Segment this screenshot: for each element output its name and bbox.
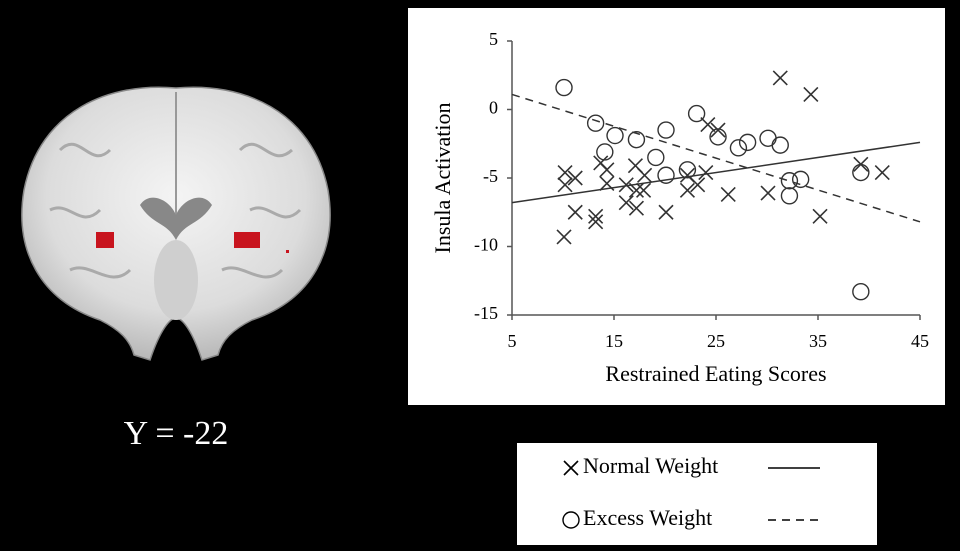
y-tick-label: -10	[474, 235, 498, 255]
y-tick-label: -5	[483, 166, 498, 186]
image-label: Y = -22	[124, 415, 229, 452]
x-tick-label: 5	[508, 331, 517, 351]
x-tick-label: 45	[911, 331, 929, 351]
y-tick-label: -15	[474, 303, 498, 323]
x-axis-label: Restrained Eating Scores	[605, 361, 826, 386]
y-tick-label: 5	[489, 29, 498, 49]
legend-label: Excess Weight	[583, 505, 712, 530]
x-tick-label: 35	[809, 331, 827, 351]
x-tick-label: 15	[605, 331, 623, 351]
figure: Y = -22 Restrained Eating Scores Insula …	[0, 0, 960, 551]
legend-label: Normal Weight	[583, 453, 718, 478]
plot-panel	[408, 8, 945, 405]
y-axis-label: Insula Activation	[430, 103, 455, 254]
y-tick-label: 0	[489, 98, 498, 118]
x-tick-label: 25	[707, 331, 725, 351]
